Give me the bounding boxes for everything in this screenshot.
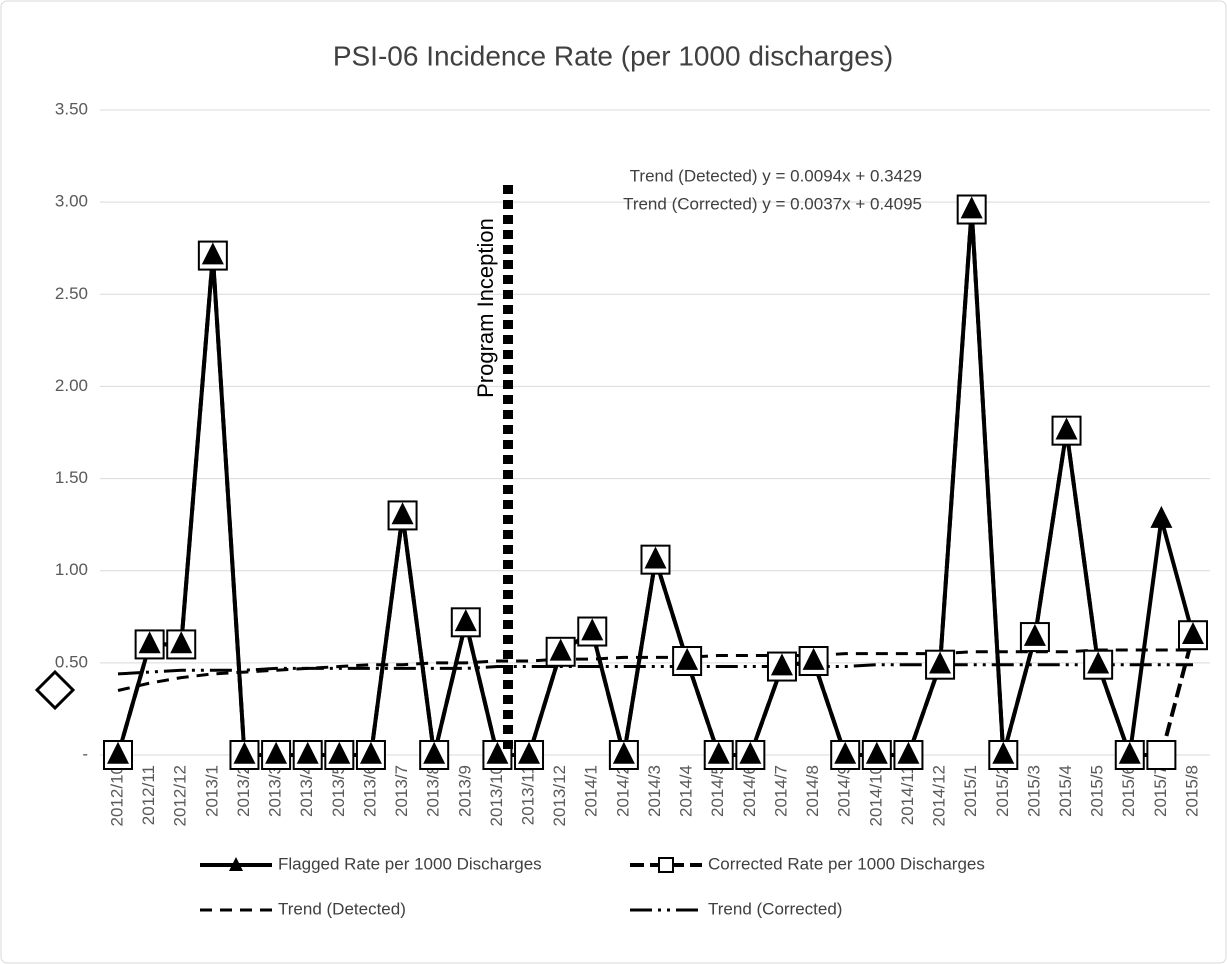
marker-triangle bbox=[1118, 741, 1141, 764]
legend-label: Trend (Corrected) bbox=[708, 899, 842, 918]
marker-triangle bbox=[549, 638, 572, 661]
x-tick-label: 2013/10 bbox=[487, 765, 506, 826]
marker-triangle bbox=[423, 741, 446, 764]
x-tick-label: 2014/2 bbox=[613, 765, 632, 817]
x-tick-label: 2014/9 bbox=[835, 765, 854, 817]
chart-title: PSI-06 Incidence Rate (per 1000 discharg… bbox=[333, 40, 893, 71]
x-tick-label: 2015/7 bbox=[1151, 765, 1170, 817]
legend: Flagged Rate per 1000 Discharges Correcte… bbox=[200, 854, 985, 918]
marker-triangle bbox=[581, 618, 604, 641]
marker-triangle bbox=[107, 741, 129, 764]
marker-triangle bbox=[897, 741, 920, 764]
marker-triangle bbox=[676, 647, 699, 670]
y-tick-label: 3.50 bbox=[55, 99, 88, 118]
marker-square bbox=[1146, 740, 1177, 770]
x-tick-label: 2014/6 bbox=[740, 765, 759, 817]
x-tick-label: 2013/12 bbox=[550, 765, 569, 826]
marker-triangle bbox=[1055, 417, 1078, 440]
marker-triangle bbox=[1087, 651, 1110, 674]
y-tick-label: 1.00 bbox=[55, 560, 88, 579]
marker-triangle bbox=[170, 631, 193, 654]
y-tick-label: 1.50 bbox=[55, 468, 88, 487]
x-tick-label: 2014/8 bbox=[803, 765, 822, 817]
x-tick-label: 2015/4 bbox=[1056, 765, 1075, 817]
legend-marker bbox=[658, 857, 674, 873]
marker-triangle bbox=[739, 741, 762, 764]
marker-triangle bbox=[992, 741, 1015, 764]
legend-label: Trend (Detected) bbox=[278, 899, 406, 918]
marker-triangle bbox=[138, 631, 161, 654]
x-tick-label: 2015/8 bbox=[1182, 765, 1201, 817]
x-tick-label: 2014/1 bbox=[582, 765, 601, 817]
trend-equation: Trend (Corrected) y = 0.0037x + 0.4095 bbox=[623, 194, 922, 213]
marker-triangle bbox=[391, 502, 414, 525]
marker-triangle bbox=[328, 741, 351, 764]
legend-label: Flagged Rate per 1000 Discharges bbox=[278, 854, 542, 873]
x-tick-label: 2015/2 bbox=[993, 765, 1012, 817]
x-tick-label: 2015/5 bbox=[1088, 765, 1107, 817]
marker-triangle bbox=[834, 741, 857, 764]
x-tick-label: 2013/3 bbox=[266, 765, 285, 817]
marker-triangle bbox=[296, 741, 319, 764]
marker-triangle bbox=[770, 653, 793, 676]
x-tick-label: 2014/11 bbox=[898, 765, 917, 825]
x-tick-label: 2014/5 bbox=[708, 765, 727, 817]
marker-triangle bbox=[265, 741, 288, 764]
marker-triangle bbox=[454, 609, 477, 632]
x-tick-label: 2013/11 bbox=[519, 765, 538, 825]
marker-triangle bbox=[1150, 505, 1173, 528]
x-tick-label: 2015/1 bbox=[961, 765, 980, 817]
legend-label: Corrected Rate per 1000 Discharges bbox=[708, 854, 985, 873]
x-tick-label: 2014/7 bbox=[771, 765, 790, 817]
x-tick-label: 2013/2 bbox=[234, 765, 253, 817]
marker-triangle bbox=[707, 741, 730, 764]
series-line bbox=[117, 648, 1193, 692]
marker-triangle bbox=[1182, 622, 1204, 645]
x-tick-label: 2014/10 bbox=[866, 765, 885, 826]
marker-triangle bbox=[644, 546, 667, 569]
x-tick-label: 2015/6 bbox=[1119, 765, 1138, 817]
y-tick-label: 2.00 bbox=[55, 376, 88, 395]
legend-marker bbox=[229, 857, 243, 871]
x-tick-label: 2014/4 bbox=[677, 765, 696, 817]
marker-triangle bbox=[201, 242, 224, 265]
x-tick-label: 2013/9 bbox=[455, 765, 474, 817]
marker-triangle bbox=[612, 741, 635, 764]
x-tick-label: 2013/8 bbox=[424, 765, 443, 817]
y-tick-label: 3.00 bbox=[55, 192, 88, 211]
x-tick-label: 2012/10 bbox=[107, 765, 126, 826]
y-tick-label: 2.50 bbox=[55, 284, 88, 303]
marker-triangle bbox=[233, 741, 256, 764]
marker-square bbox=[735, 740, 766, 770]
y-tick-label: - bbox=[82, 744, 88, 763]
x-tick-label: 2013/6 bbox=[360, 765, 379, 817]
marker-triangle bbox=[1023, 623, 1046, 646]
trend-equation: Trend (Detected) y = 0.0094x + 0.3429 bbox=[630, 166, 922, 185]
marker-triangle bbox=[518, 741, 541, 764]
marker-artifact bbox=[34, 669, 76, 711]
x-tick-label: 2013/1 bbox=[202, 765, 221, 817]
x-tick-label: 2014/3 bbox=[645, 765, 664, 817]
x-tick-label: 2012/11 bbox=[139, 765, 158, 825]
x-tick-label: 2013/7 bbox=[392, 765, 411, 817]
marker-triangle bbox=[960, 196, 983, 219]
y-tick-label: 0.50 bbox=[55, 652, 88, 671]
x-tick-label: 2014/12 bbox=[930, 765, 949, 826]
x-tick-label: 2015/3 bbox=[1024, 765, 1043, 817]
marker-triangle bbox=[929, 651, 952, 674]
marker-triangle bbox=[359, 741, 382, 764]
grid: - 0.50 1.00 1.50 2.00 2.50 3.00 3.50 2012/10 2012… bbox=[55, 99, 1210, 826]
x-tick-label: 2012/12 bbox=[171, 765, 190, 826]
marker-triangle bbox=[486, 741, 509, 764]
inception-label: Program Inception bbox=[473, 218, 498, 398]
x-tick-label: 2013/5 bbox=[329, 765, 348, 817]
x-tick-label: 2013/4 bbox=[297, 765, 316, 817]
marker-triangle bbox=[865, 741, 888, 764]
marker-triangle bbox=[802, 647, 825, 670]
